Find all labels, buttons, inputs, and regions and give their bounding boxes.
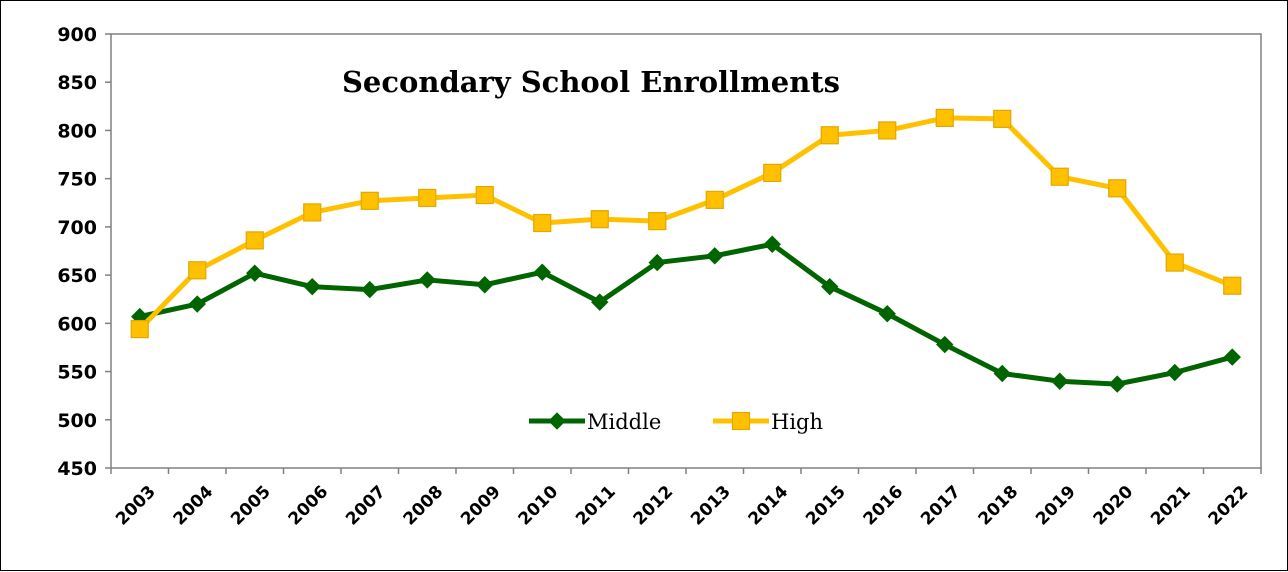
data-point-high [1050, 167, 1069, 186]
data-point-high [303, 203, 322, 222]
y-tick-label: 600 [57, 313, 97, 335]
data-point-high [935, 108, 954, 128]
legend-item-high: High [713, 410, 823, 434]
x-tick-label: 2016 [860, 482, 908, 530]
legend-marker-middle [548, 412, 566, 430]
data-point-high [763, 163, 782, 182]
data-point-high [878, 121, 897, 140]
data-point-middle [246, 264, 264, 282]
y-tick-label: 900 [57, 24, 97, 46]
x-tick-label: 2010 [515, 482, 563, 530]
data-point-middle [1166, 363, 1184, 382]
data-point-middle [706, 247, 724, 265]
x-axis: 2003 2004 2005 2006 2007 2008 2009 2010 2011 2012… [110, 468, 1262, 530]
data-point-middle [361, 280, 379, 299]
data-point-middle [993, 364, 1011, 383]
y-tick-label: 550 [57, 362, 97, 384]
chart-title: Secondary School Enrollments [342, 65, 840, 99]
data-point-high [1223, 276, 1242, 295]
y-tick-label: 500 [57, 410, 97, 432]
data-point-middle [1051, 372, 1069, 390]
y-tick-label: 700 [57, 217, 97, 239]
x-tick-label: 2018 [975, 482, 1023, 530]
x-tick-label: 2004 [170, 482, 218, 530]
x-tick-label: 2015 [802, 482, 850, 530]
data-point-middle [303, 277, 321, 296]
y-axis: 450 500 550 600 650 700 750 800 850 900 [57, 24, 111, 480]
series-high [130, 108, 1242, 339]
x-tick-label: 2022 [1205, 482, 1253, 530]
data-point-middle [418, 271, 436, 289]
data-point-middle [1223, 348, 1241, 366]
x-tick-label: 2012 [630, 482, 678, 530]
plot-area [110, 33, 1262, 469]
x-tick-label: 2011 [572, 482, 620, 530]
y-tick-label: 450 [57, 458, 97, 480]
data-point-middle [1108, 375, 1126, 393]
data-point-high [705, 190, 724, 209]
data-point-high [245, 231, 264, 250]
data-point-high [590, 210, 609, 229]
data-point-middle [763, 235, 781, 253]
series-middle [131, 235, 1241, 393]
data-point-middle [878, 304, 896, 323]
data-point-high [1108, 179, 1127, 198]
x-tick-label: 2013 [687, 482, 735, 530]
series-line-middle [139, 241, 1233, 387]
data-point-high [360, 191, 379, 210]
legend-item-middle: Middle [529, 410, 661, 434]
data-point-high [130, 320, 149, 339]
data-point-high [475, 185, 494, 205]
data-point-high [188, 261, 207, 280]
data-point-middle [476, 276, 494, 294]
data-point-high [820, 126, 839, 145]
x-tick-label: 2009 [457, 482, 505, 530]
series-line-high [137, 115, 1234, 331]
x-tick-label: 2017 [917, 482, 965, 530]
data-point-middle [591, 293, 609, 311]
data-point-middle [188, 295, 206, 313]
x-tick-label: 2007 [342, 482, 390, 530]
y-tick-label: 800 [57, 120, 97, 142]
y-tick-label: 750 [57, 169, 97, 191]
legend-label-middle: Middle [587, 410, 661, 434]
series-group [130, 108, 1242, 393]
x-tick-label: 2019 [1032, 482, 1080, 530]
data-point-middle [533, 263, 551, 281]
data-point-middle [936, 335, 954, 354]
x-tick-label: 2008 [400, 482, 448, 530]
x-tick-label: 2014 [745, 482, 793, 530]
data-point-high [1165, 253, 1184, 272]
legend-marker-high [731, 411, 751, 431]
data-point-high [648, 212, 667, 231]
data-point-middle [821, 277, 839, 296]
legend-label-high: High [771, 410, 823, 434]
data-point-high [533, 213, 552, 233]
y-tick-label: 650 [57, 265, 97, 287]
data-point-high [418, 188, 437, 208]
x-tick-label: 2020 [1090, 482, 1138, 530]
x-tick-label: 2003 [112, 482, 160, 530]
legend: Middle High [529, 410, 823, 434]
x-tick-label: 2006 [285, 482, 333, 530]
data-point-middle [648, 253, 666, 272]
x-tick-label: 2021 [1147, 482, 1195, 530]
x-tick-label: 2005 [227, 482, 275, 530]
y-tick-label: 850 [57, 72, 97, 94]
data-point-high [993, 109, 1012, 128]
